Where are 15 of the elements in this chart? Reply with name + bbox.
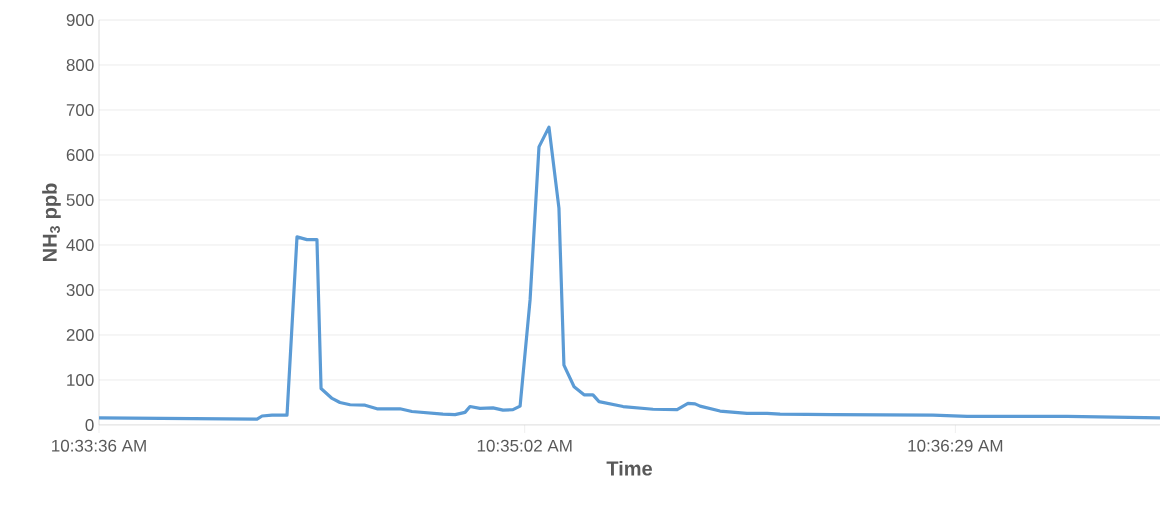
x-tick-label: 10:35:02 AM	[477, 439, 572, 452]
y-tick-label: 800	[66, 58, 94, 72]
y-tick-label: 600	[66, 148, 94, 162]
y-tick-label: 500	[66, 193, 94, 207]
y-tick-label: 200	[66, 328, 94, 342]
y-tick-label: 0	[85, 418, 94, 432]
y-tick-label: 300	[66, 283, 94, 297]
y-axis-title: NH$_{3}$ ppb	[42, 183, 61, 261]
y-tick-label: 400	[66, 238, 94, 252]
x-tick-label: 10:36:29 AM	[908, 439, 1003, 452]
y-tick-label: 700	[66, 103, 94, 117]
y-tick-label: 900	[66, 13, 94, 27]
y-tick-label: 100	[67, 373, 94, 387]
x-axis-title: Time	[606, 460, 652, 476]
x-tick-label: 10:33:36 AM	[52, 439, 146, 452]
